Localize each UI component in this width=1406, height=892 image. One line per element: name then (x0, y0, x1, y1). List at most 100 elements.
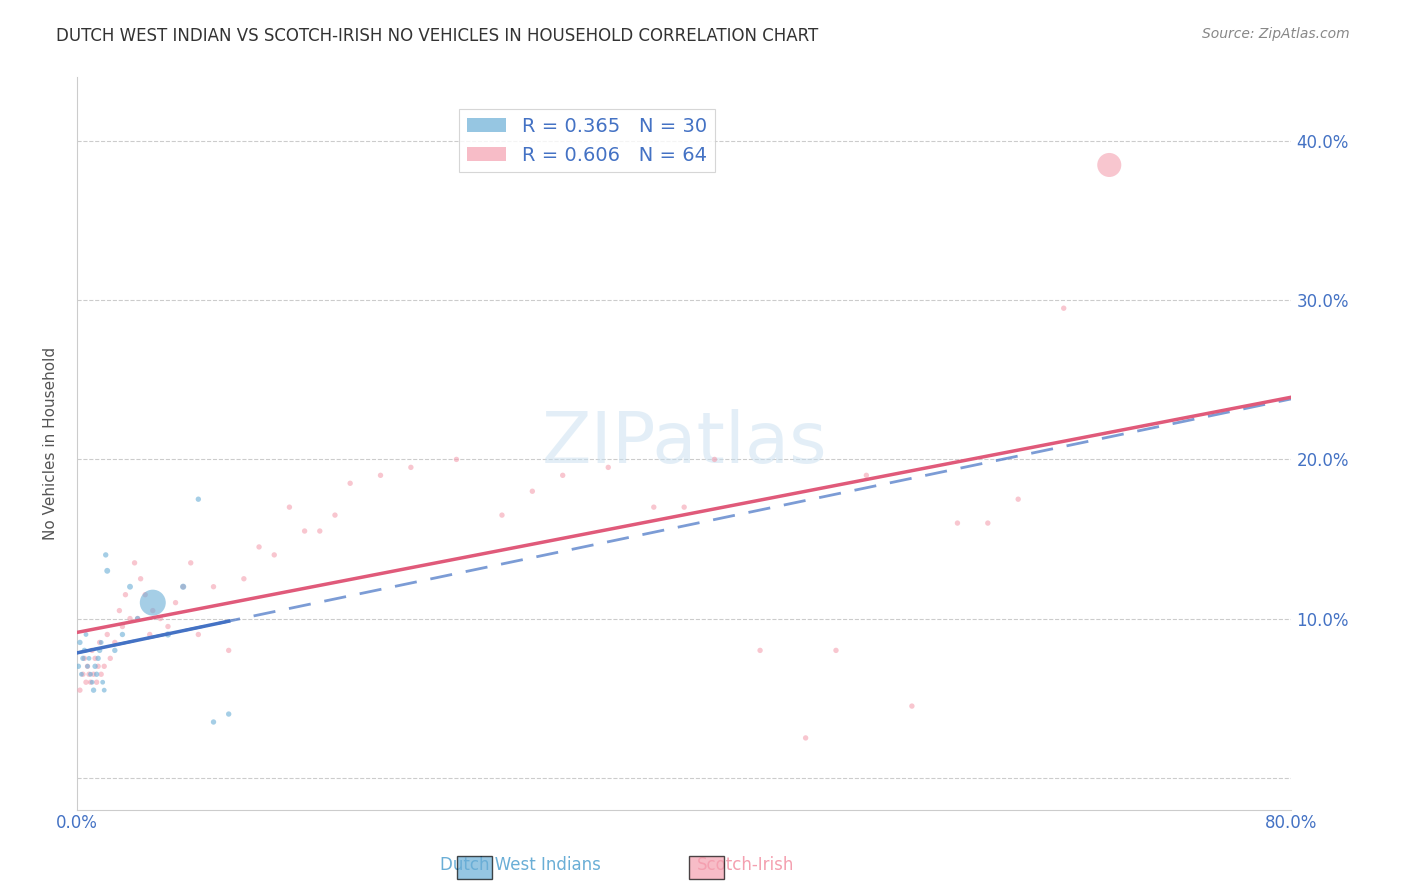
Point (180, 556, 202, 570)
Point (218, 707, 240, 722)
Legend: R = 0.365   N = 30, R = 0.606   N = 64: R = 0.365 N = 30, R = 0.606 N = 64 (460, 109, 714, 172)
Text: ZIPatlas: ZIPatlas (541, 409, 827, 478)
Point (749, 643, 772, 657)
Point (86, 667, 108, 681)
Point (643, 500, 665, 515)
Point (76, 659, 98, 673)
Point (278, 500, 301, 515)
Point (87, 651, 110, 665)
Point (79, 675, 101, 690)
Point (142, 604, 165, 618)
Point (69, 683, 91, 698)
Point (118, 611, 141, 625)
Point (84, 651, 107, 665)
Point (522, 484, 544, 499)
Point (139, 627, 162, 641)
Point (118, 580, 141, 594)
Point (83, 667, 105, 681)
Point (446, 452, 468, 467)
Point (96, 564, 118, 578)
Point (142, 596, 165, 610)
Point (69, 635, 91, 649)
Point (825, 643, 848, 657)
Point (73, 651, 96, 665)
Point (89, 635, 111, 649)
Y-axis label: No Vehicles in Household: No Vehicles in Household (44, 347, 58, 540)
Point (134, 588, 156, 602)
Point (114, 588, 136, 602)
Point (111, 619, 134, 633)
Point (94, 548, 117, 562)
Point (80, 643, 103, 657)
Point (855, 468, 877, 483)
Point (72, 651, 94, 665)
Point (104, 643, 127, 657)
Point (84, 659, 107, 673)
Point (108, 604, 131, 618)
Point (308, 524, 330, 538)
Point (104, 635, 127, 649)
Text: Dutch West Indians: Dutch West Indians (440, 856, 600, 874)
Point (87, 659, 110, 673)
Point (83, 683, 105, 698)
Point (202, 714, 225, 729)
Point (1053, 301, 1076, 316)
Point (491, 508, 513, 522)
Point (80, 675, 103, 690)
Point (90, 635, 112, 649)
Point (1007, 492, 1029, 507)
Point (72, 667, 94, 681)
Point (93, 659, 115, 673)
Point (323, 508, 346, 522)
Point (75, 627, 97, 641)
Point (232, 572, 254, 586)
Text: DUTCH WEST INDIAN VS SCOTCH-IRISH NO VEHICLES IN HOUSEHOLD CORRELATION CHART: DUTCH WEST INDIAN VS SCOTCH-IRISH NO VEH… (56, 27, 818, 45)
Point (76, 659, 98, 673)
Point (202, 580, 225, 594)
Point (263, 548, 285, 562)
Point (187, 627, 209, 641)
Point (111, 627, 134, 641)
Point (124, 556, 146, 570)
Point (551, 468, 574, 483)
Point (703, 452, 725, 467)
Point (67, 659, 90, 673)
Point (86, 675, 108, 690)
Point (794, 731, 817, 745)
Point (129, 572, 152, 586)
Point (156, 619, 179, 633)
Point (77, 651, 100, 665)
Text: Scotch-Irish: Scotch-Irish (696, 856, 794, 874)
Point (901, 699, 924, 714)
Point (73, 643, 96, 657)
Point (77, 667, 100, 681)
Text: Source: ZipAtlas.com: Source: ZipAtlas.com (1202, 27, 1350, 41)
Point (75, 675, 97, 690)
Point (370, 468, 392, 483)
Point (165, 596, 187, 610)
Point (172, 580, 194, 594)
Point (598, 460, 620, 475)
Point (187, 492, 209, 507)
Point (127, 611, 149, 625)
Point (79, 667, 101, 681)
Point (172, 580, 194, 594)
Point (91, 675, 114, 690)
Point (247, 540, 270, 554)
Point (89, 643, 111, 657)
Point (399, 460, 422, 475)
Point (93, 683, 115, 698)
Point (98, 651, 121, 665)
Point (673, 500, 696, 515)
Point (70, 667, 93, 681)
Point (946, 516, 969, 530)
Point (96, 627, 118, 641)
Point (218, 643, 240, 657)
Point (294, 524, 316, 538)
Point (149, 611, 172, 625)
Point (977, 516, 1000, 530)
Point (339, 476, 361, 491)
Point (127, 611, 149, 625)
Point (1098, 158, 1121, 172)
Point (156, 627, 179, 641)
